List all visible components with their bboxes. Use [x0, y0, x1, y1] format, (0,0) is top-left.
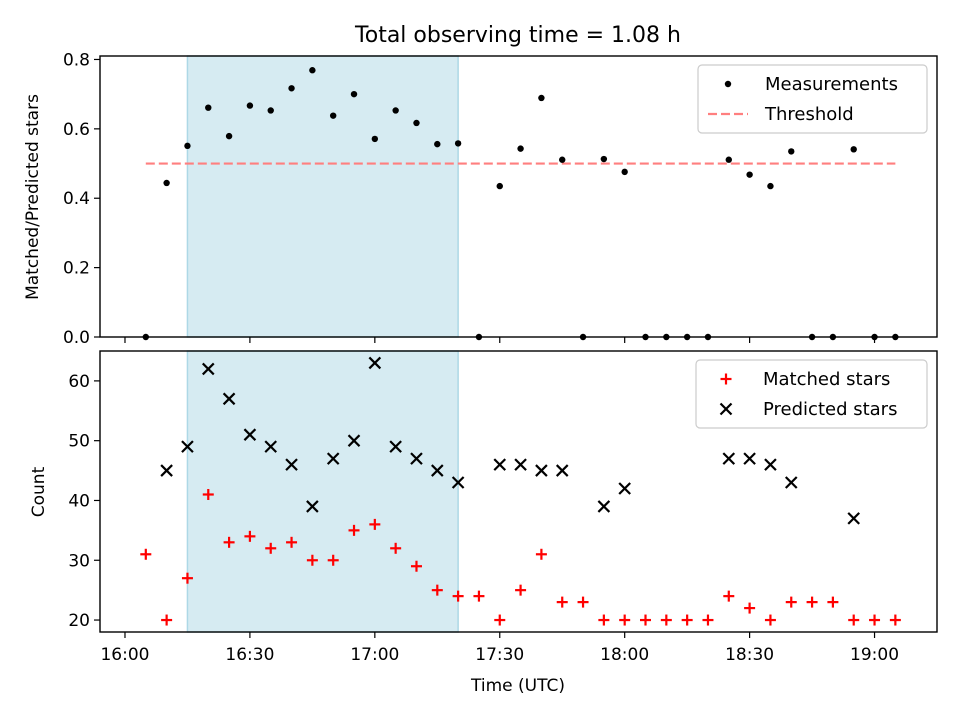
bottom-legend: Matched stars Predicted stars — [696, 360, 927, 428]
matched-marker — [765, 615, 776, 626]
measurement-point — [601, 156, 607, 162]
measurement-point — [434, 141, 440, 147]
bottom-highlight-span — [187, 351, 458, 632]
predicted-marker — [723, 453, 734, 464]
measurement-point — [851, 146, 857, 152]
matched-marker — [473, 591, 484, 602]
matched-marker — [140, 549, 151, 560]
measurement-point — [205, 104, 211, 110]
predicted-marker — [515, 459, 526, 470]
matched-marker — [682, 615, 693, 626]
bot-ytick-label: 60 — [68, 372, 90, 392]
predicted-marker — [848, 513, 859, 524]
measurement-point — [351, 91, 357, 97]
measurement-point — [226, 133, 232, 139]
measurement-point — [288, 85, 294, 91]
bot-xtick-label: 17:30 — [475, 645, 524, 665]
matched-marker — [869, 615, 880, 626]
top-highlight-span — [187, 56, 458, 337]
matched-marker — [557, 597, 568, 608]
figure-title: Total observing time = 1.08 h — [354, 23, 681, 48]
measurement-point — [455, 140, 461, 146]
matched-marker — [536, 549, 547, 560]
bottom-y-ticks: 20 30 40 50 60 — [68, 372, 100, 631]
top-panel: 0.00.20.40.60.8 Matched/Predicted stars … — [23, 50, 937, 348]
matched-marker — [827, 597, 838, 608]
top-ytick-label: 0.8 — [63, 50, 90, 70]
predicted-marker — [765, 459, 776, 470]
measurement-point — [413, 120, 419, 126]
bot-xtick-label: 17:00 — [350, 645, 399, 665]
matched-marker — [161, 615, 172, 626]
measurement-point — [372, 136, 378, 142]
figure: Total observing time = 1.08 h 0.00.20.40… — [0, 0, 960, 720]
measurement-point — [517, 145, 523, 151]
top-ytick-label: 0.4 — [63, 189, 90, 209]
bot-xtick-label: 18:00 — [600, 645, 649, 665]
measurement-point — [247, 102, 253, 108]
predicted-marker — [744, 453, 755, 464]
bot-xtick-label: 18:30 — [725, 645, 774, 665]
measurement-point — [788, 148, 794, 154]
bottom-panel: 20 30 40 50 60 16:00 16:30 17:00 17:30 18:00 18:3… — [29, 351, 937, 696]
measurement-point — [559, 157, 565, 163]
matched-marker — [723, 591, 734, 602]
predicted-marker — [786, 477, 797, 488]
top-x-ticks — [125, 337, 875, 343]
measurement-point — [767, 183, 773, 189]
matched-marker — [598, 615, 609, 626]
top-ytick-label: 0.0 — [63, 328, 90, 348]
predicted-marker — [598, 501, 609, 512]
legend-measurements-marker — [725, 81, 731, 87]
predicted-marker — [161, 465, 172, 476]
bot-xtick-label: 16:00 — [100, 645, 149, 665]
measurement-point — [163, 180, 169, 186]
matched-marker — [702, 615, 713, 626]
matched-marker — [807, 597, 818, 608]
matched-marker — [848, 615, 859, 626]
measurement-point — [726, 157, 732, 163]
top-y-axis-label: Matched/Predicted stars — [23, 94, 43, 300]
matched-marker — [494, 615, 505, 626]
bot-ytick-label: 20 — [68, 611, 90, 631]
legend-measurements-label: Measurements — [765, 74, 898, 95]
bot-xtick-label: 16:30 — [225, 645, 274, 665]
matched-marker — [890, 615, 901, 626]
predicted-marker — [619, 483, 630, 494]
bot-ytick-label: 40 — [68, 491, 90, 511]
x-axis-label: Time (UTC) — [470, 676, 565, 696]
top-legend: Measurements Threshold — [698, 65, 927, 133]
matched-marker — [661, 615, 672, 626]
measurement-point — [538, 95, 544, 101]
matched-marker — [578, 597, 589, 608]
legend-predicted-label: Predicted stars — [763, 399, 897, 420]
predicted-marker — [557, 465, 568, 476]
matched-marker — [786, 597, 797, 608]
measurement-point — [309, 67, 315, 73]
measurement-point — [497, 183, 503, 189]
measurement-point — [621, 169, 627, 175]
matched-marker — [619, 615, 630, 626]
top-ytick-label: 0.2 — [63, 259, 90, 279]
measurement-point — [746, 171, 752, 177]
bottom-x-ticks: 16:00 16:30 17:00 17:30 18:00 18:30 19:00 — [100, 632, 899, 665]
measurement-point — [184, 143, 190, 149]
top-y-ticks: 0.0 0.2 0.4 0.6 0.8 — [63, 50, 100, 348]
matched-marker — [744, 603, 755, 614]
matched-marker — [515, 585, 526, 596]
bot-ytick-label: 30 — [68, 551, 90, 571]
measurement-point — [268, 107, 274, 113]
bottom-y-axis-label: Count — [29, 466, 49, 517]
predicted-marker — [536, 465, 547, 476]
bot-xtick-label: 19:00 — [850, 645, 899, 665]
top-ytick-label: 0.6 — [63, 120, 90, 140]
legend-matched-label: Matched stars — [763, 369, 890, 390]
predicted-marker — [494, 459, 505, 470]
measurement-point — [330, 112, 336, 118]
bot-ytick-label: 50 — [68, 432, 90, 452]
measurement-point — [392, 107, 398, 113]
matched-marker — [640, 615, 651, 626]
legend-threshold-label: Threshold — [764, 104, 854, 125]
